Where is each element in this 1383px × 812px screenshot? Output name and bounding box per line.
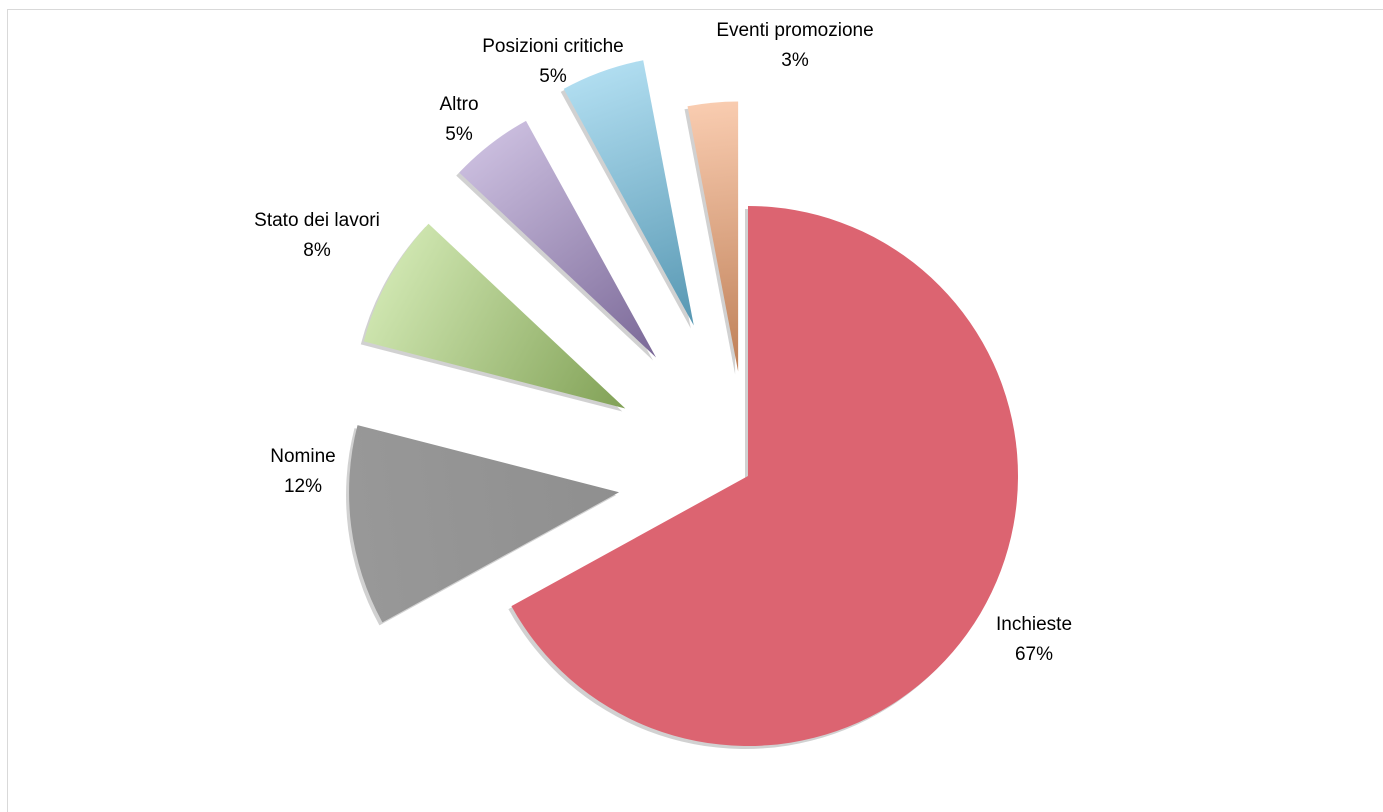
pie-slice-posizioni-critiche: [563, 60, 694, 326]
pie-slice-eventi-promozione: [687, 101, 739, 372]
slice-percent-inchieste: 67%: [1015, 644, 1053, 665]
slice-label-eventi-promozione: Eventi promozione: [716, 20, 873, 41]
chart-frame: [7, 9, 1383, 812]
pie-slice-altro: [459, 120, 657, 358]
slice-percent-nomine: 12%: [284, 476, 322, 497]
slice-label-nomine: Nomine: [270, 446, 335, 467]
slice-percent-stato-dei-lavori: 8%: [303, 240, 331, 261]
slice-label-stato-dei-lavori: Stato dei lavori: [254, 210, 380, 231]
pie-slices: [349, 60, 1019, 746]
slice-labels: Inchieste 67% Nomine 12% Stato dei lavori 8% A…: [254, 20, 1072, 665]
pie-slice-nomine: [349, 425, 620, 623]
slice-label-altro: Altro: [439, 94, 478, 115]
slice-label-inchieste: Inchieste: [996, 614, 1072, 635]
slice-percent-altro: 5%: [445, 124, 473, 145]
pie-slice-inchieste: [511, 206, 1019, 746]
slice-percent-posizioni-critiche: 5%: [539, 66, 567, 87]
pie-slice-stato-dei-lavori: [363, 223, 626, 409]
slice-label-posizioni-critiche: Posizioni critiche: [482, 36, 624, 57]
slice-percent-eventi-promozione: 3%: [781, 50, 809, 71]
